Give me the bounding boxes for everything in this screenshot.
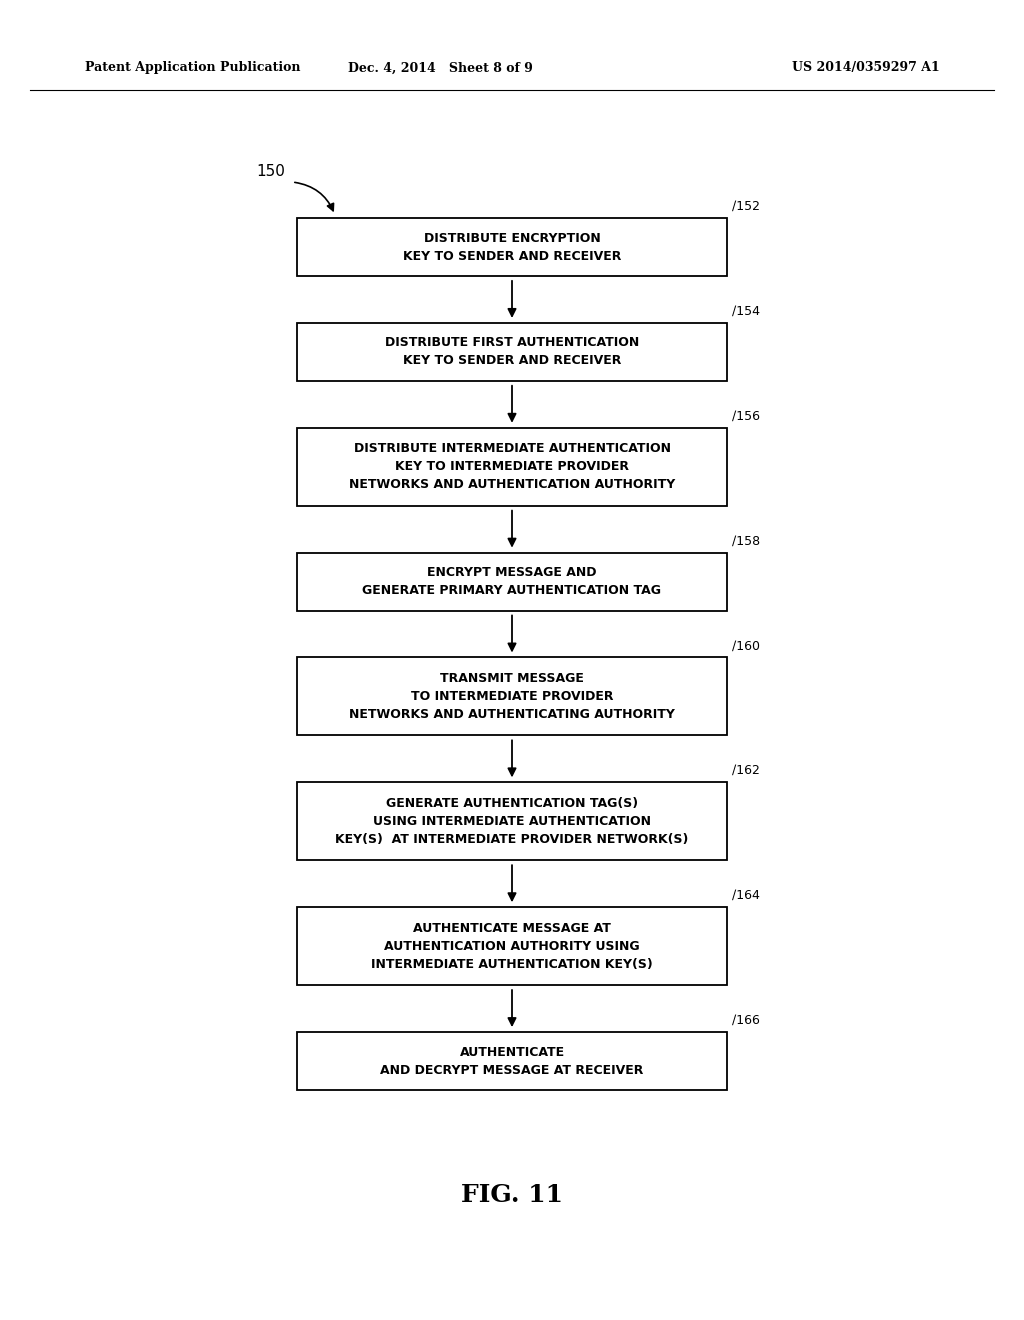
Text: ∕158: ∕158 xyxy=(732,535,760,548)
Bar xyxy=(297,657,727,735)
Bar xyxy=(297,323,727,381)
Text: ∕154: ∕154 xyxy=(732,305,760,318)
Text: ∕160: ∕160 xyxy=(732,639,760,652)
Text: AUTHENTICATE MESSAGE AT
AUTHENTICATION AUTHORITY USING
INTERMEDIATE AUTHENTICATI: AUTHENTICATE MESSAGE AT AUTHENTICATION A… xyxy=(371,921,653,970)
Text: Patent Application Publication: Patent Application Publication xyxy=(85,62,300,74)
Text: FIG. 11: FIG. 11 xyxy=(461,1183,563,1206)
Text: DISTRIBUTE FIRST AUTHENTICATION
KEY TO SENDER AND RECEIVER: DISTRIBUTE FIRST AUTHENTICATION KEY TO S… xyxy=(385,337,639,367)
Bar xyxy=(297,428,727,506)
Bar xyxy=(297,907,727,985)
Text: US 2014/0359297 A1: US 2014/0359297 A1 xyxy=(793,62,940,74)
Text: ∕164: ∕164 xyxy=(732,890,760,902)
Text: ∕152: ∕152 xyxy=(732,201,760,213)
Bar xyxy=(297,1032,727,1090)
Bar xyxy=(297,553,727,611)
Text: GENERATE AUTHENTICATION TAG(S)
USING INTERMEDIATE AUTHENTICATION
KEY(S)  AT INTE: GENERATE AUTHENTICATION TAG(S) USING INT… xyxy=(335,797,689,846)
Text: ∕166: ∕166 xyxy=(732,1014,760,1027)
Text: DISTRIBUTE INTERMEDIATE AUTHENTICATION
KEY TO INTERMEDIATE PROVIDER
NETWORKS AND: DISTRIBUTE INTERMEDIATE AUTHENTICATION K… xyxy=(349,442,675,491)
Text: DISTRIBUTE ENCRYPTION
KEY TO SENDER AND RECEIVER: DISTRIBUTE ENCRYPTION KEY TO SENDER AND … xyxy=(402,231,622,263)
Bar xyxy=(297,783,727,861)
Text: AUTHENTICATE
AND DECRYPT MESSAGE AT RECEIVER: AUTHENTICATE AND DECRYPT MESSAGE AT RECE… xyxy=(380,1045,644,1077)
Text: ∕162: ∕162 xyxy=(732,764,760,777)
Bar xyxy=(297,218,727,276)
Text: ∕156: ∕156 xyxy=(732,409,760,422)
Text: Dec. 4, 2014   Sheet 8 of 9: Dec. 4, 2014 Sheet 8 of 9 xyxy=(347,62,532,74)
Text: ENCRYPT MESSAGE AND
GENERATE PRIMARY AUTHENTICATION TAG: ENCRYPT MESSAGE AND GENERATE PRIMARY AUT… xyxy=(362,566,662,597)
Text: TRANSMIT MESSAGE
TO INTERMEDIATE PROVIDER
NETWORKS AND AUTHENTICATING AUTHORITY: TRANSMIT MESSAGE TO INTERMEDIATE PROVIDE… xyxy=(349,672,675,721)
Text: 150: 150 xyxy=(256,165,285,180)
